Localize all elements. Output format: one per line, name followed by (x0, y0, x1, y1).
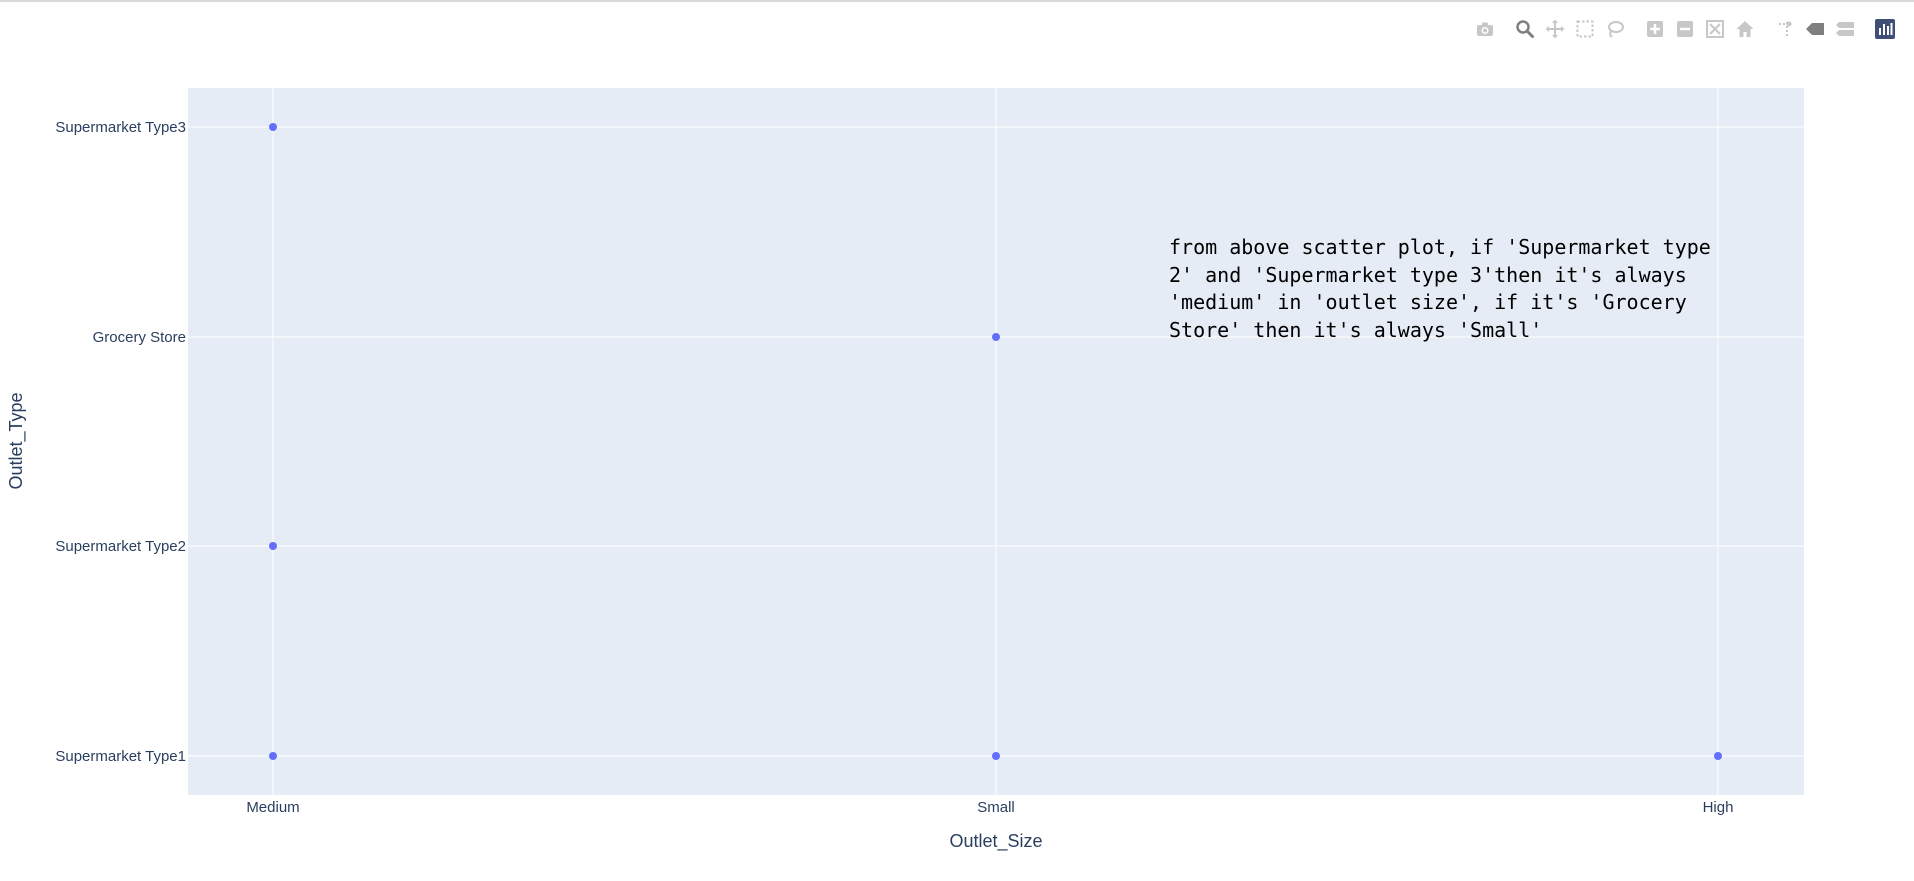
x-axis-title: Outlet_Size (949, 831, 1042, 852)
zoom-in-icon (1647, 21, 1663, 37)
lasso-select-button[interactable] (1600, 16, 1630, 42)
camera-icon (1477, 22, 1493, 36)
y-axis-ticks: Supermarket Type1 Supermarket Type2 Grocer… (55, 119, 186, 765)
data-points (269, 123, 1722, 760)
scatter-point[interactable] (992, 333, 1000, 341)
pan-icon (1545, 19, 1565, 39)
x-tick-label: Small (977, 799, 1015, 816)
zoom-button[interactable] (1510, 16, 1540, 42)
zoom-out-icon (1677, 21, 1693, 37)
plotly-logo-link[interactable] (1870, 16, 1900, 42)
spike-lines-button[interactable] (1770, 16, 1800, 42)
x-axis-ticks: Medium Small High (246, 799, 1733, 816)
hover-closest-button[interactable] (1800, 16, 1830, 42)
plotly-logo-icon (1875, 19, 1895, 39)
zoom-out-button[interactable] (1670, 16, 1700, 42)
scatter-point[interactable] (269, 123, 277, 131)
y-tick-label: Grocery Store (93, 329, 186, 346)
x-tick-label: Medium (246, 799, 299, 816)
autoscale-button[interactable] (1700, 16, 1730, 42)
y-tick-label: Supermarket Type3 (55, 119, 186, 136)
scatter-point[interactable] (1714, 752, 1722, 760)
spike-lines-icon (1779, 21, 1792, 36)
camera-button[interactable] (1470, 16, 1500, 42)
scatter-point[interactable] (269, 542, 277, 550)
box-select-icon (1576, 20, 1594, 38)
y-tick-label: Supermarket Type2 (55, 538, 186, 555)
hover-closest-icon (1806, 23, 1824, 35)
x-tick-label: High (1703, 799, 1734, 816)
scatter-point[interactable] (992, 752, 1000, 760)
annotation-text: from above scatter plot, if 'Supermarket… (1169, 235, 1723, 342)
window-top-border (0, 0, 1914, 2)
reset-axes-icon (1736, 21, 1754, 37)
lasso-select-icon (1608, 21, 1624, 38)
autoscale-icon (1706, 20, 1724, 38)
zoom-icon (1516, 20, 1534, 38)
reset-axes-button[interactable] (1730, 16, 1760, 42)
y-tick-label: Supermarket Type1 (55, 748, 186, 765)
modebar (1470, 16, 1900, 42)
hover-compare-button[interactable] (1830, 16, 1860, 42)
zoom-in-button[interactable] (1640, 16, 1670, 42)
scatter-point[interactable] (269, 752, 277, 760)
pan-button[interactable] (1540, 16, 1570, 42)
y-axis-title: Outlet_Type (6, 392, 27, 489)
box-select-button[interactable] (1570, 16, 1600, 42)
hover-compare-icon (1836, 22, 1854, 36)
